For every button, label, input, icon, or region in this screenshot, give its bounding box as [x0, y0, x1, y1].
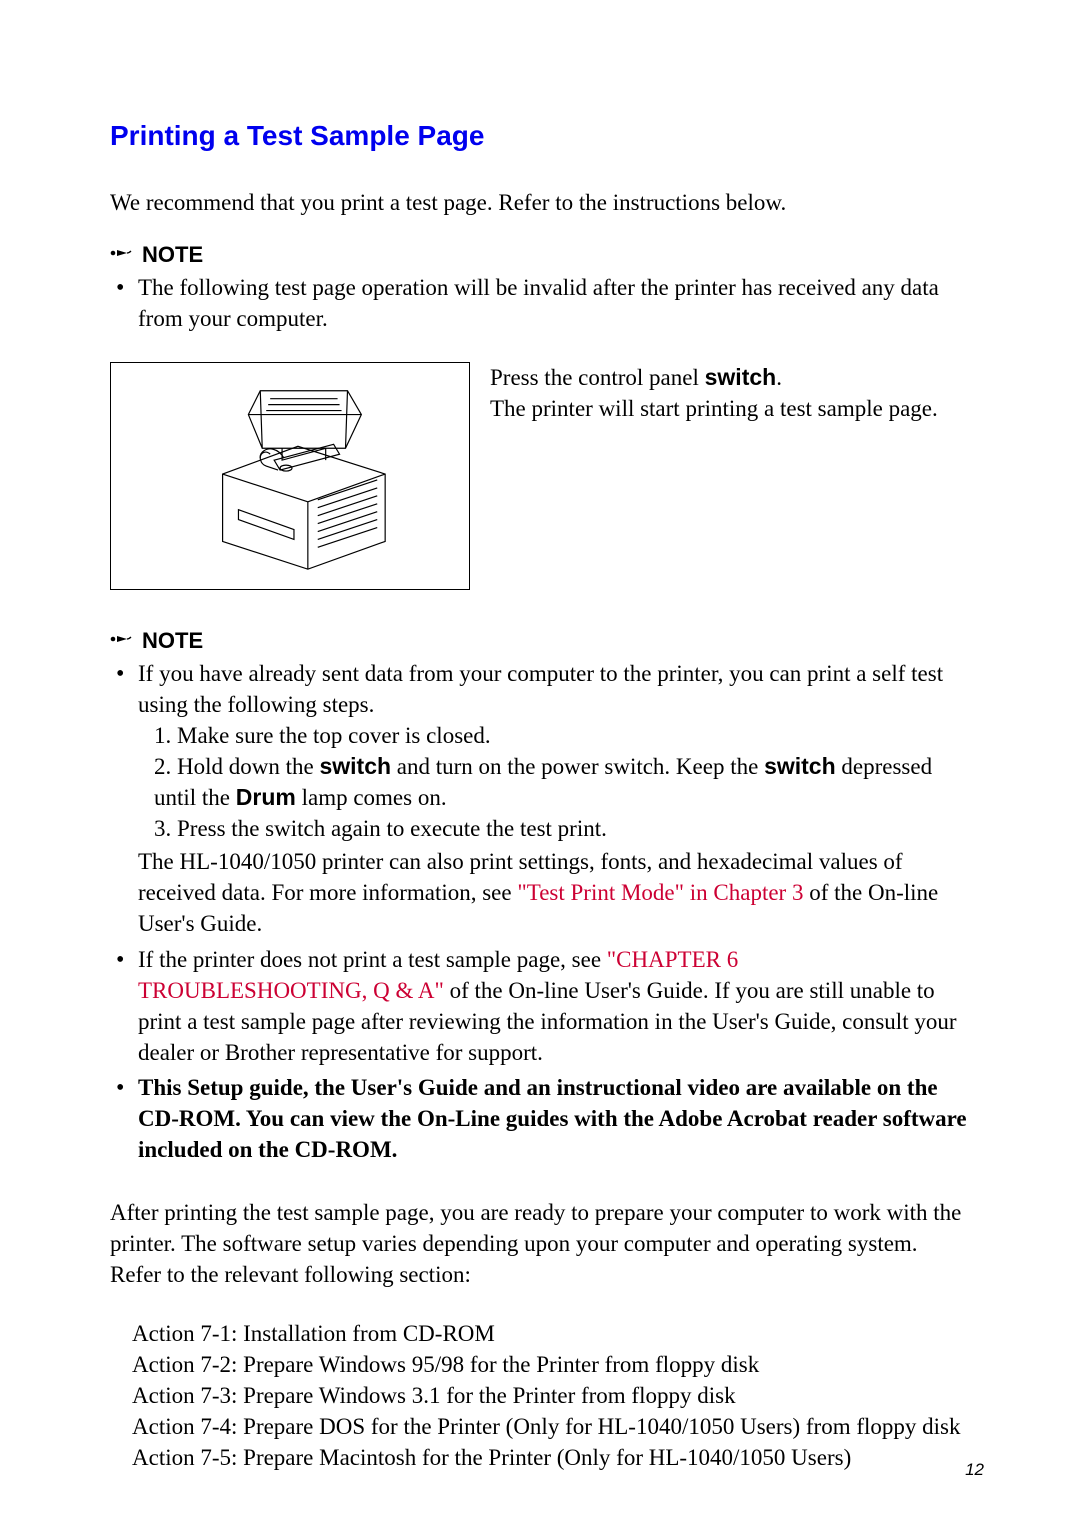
- after-paragraph: After printing the test sample page, you…: [110, 1197, 970, 1290]
- note2-bullet-list: If you have already sent data from your …: [110, 658, 970, 1165]
- note-label: NOTE: [142, 628, 203, 654]
- intro-paragraph: We recommend that you print a test page.…: [110, 190, 970, 216]
- step2g: lamp comes on.: [296, 785, 447, 810]
- b3-bold: This Setup guide, the User's Guide and a…: [138, 1075, 967, 1162]
- printer-illustration: [110, 362, 470, 590]
- action-7-3: Action 7-3: Prepare Windows 3.1 for the …: [132, 1380, 970, 1411]
- arrow-note-icon: [110, 632, 132, 650]
- figure-text-line2: The printer will start printing a test s…: [490, 396, 938, 421]
- action-7-5: Action 7-5: Prepare Macintosh for the Pr…: [132, 1442, 970, 1473]
- note1-bullet-1: The following test page operation will b…: [110, 272, 970, 334]
- b2a: If the printer does not print a test sam…: [138, 947, 607, 972]
- note2-bullet-2: If the printer does not print a test sam…: [110, 944, 970, 1068]
- note2-b1-step1: 1. Make sure the top cover is closed.: [138, 720, 970, 751]
- note-header-2: NOTE: [110, 628, 970, 654]
- action-7-1: Action 7-1: Installation from CD-ROM: [132, 1318, 970, 1349]
- printer-svg-icon: [111, 363, 469, 589]
- step2c: and turn on the power switch. Keep the: [391, 754, 764, 779]
- note2-b1-line1: If you have already sent data from your …: [138, 661, 943, 717]
- step2f-drum: Drum: [236, 784, 296, 810]
- note1-bullet-list: The following test page operation will b…: [110, 272, 970, 334]
- note2-bullet-3: This Setup guide, the User's Guide and a…: [110, 1072, 970, 1165]
- step2a: 2. Hold down the: [154, 754, 319, 779]
- section-heading: Printing a Test Sample Page: [110, 120, 970, 152]
- action-list: Action 7-1: Installation from CD-ROM Act…: [110, 1318, 970, 1473]
- note2-bullet-1: If you have already sent data from your …: [110, 658, 970, 939]
- step2d-switch: switch: [764, 753, 836, 779]
- test-print-mode-link[interactable]: "Test Print Mode" in Chapter 3: [517, 880, 803, 905]
- arrow-note-icon: [110, 246, 132, 264]
- figure-text-line1c: .: [776, 365, 782, 390]
- figure-instruction-text: Press the control panel switch. The prin…: [490, 362, 970, 590]
- action-7-4: Action 7-4: Prepare DOS for the Printer …: [132, 1411, 970, 1442]
- note-section-1: NOTE The following test page operation w…: [110, 242, 970, 334]
- step2b-switch: switch: [319, 753, 391, 779]
- note2-b1-tail: The HL-1040/1050 printer can also print …: [138, 846, 970, 939]
- action-7-2: Action 7-2: Prepare Windows 95/98 for th…: [132, 1349, 970, 1380]
- note-section-2: NOTE If you have already sent data from …: [110, 628, 970, 1165]
- page-number: 12: [965, 1460, 984, 1480]
- figure-row: Press the control panel switch. The prin…: [110, 362, 970, 590]
- note2-b1-step3: 3. Press the switch again to execute the…: [138, 813, 970, 844]
- note-label: NOTE: [142, 242, 203, 268]
- figure-text-line1a: Press the control panel: [490, 365, 705, 390]
- note-header: NOTE: [110, 242, 970, 268]
- figure-text-switch: switch: [705, 364, 777, 390]
- note2-b1-step2: 2. Hold down the switch and turn on the …: [138, 751, 970, 813]
